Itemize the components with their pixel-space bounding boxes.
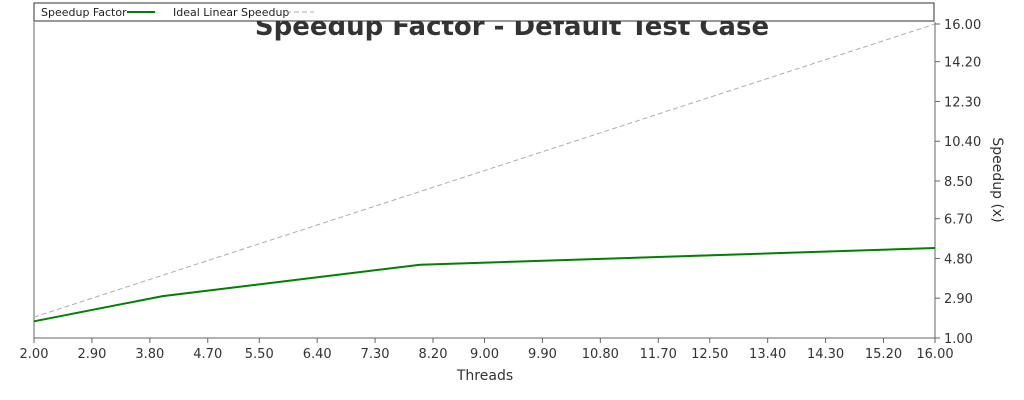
x-tick-label: 12.50 (691, 347, 728, 362)
x-tick-label: 8.20 (419, 347, 448, 362)
x-tick-label: 3.80 (135, 347, 164, 362)
y-tick-label: 4.80 (944, 252, 973, 267)
legend-box (33, 2, 935, 22)
x-tick-label: 13.40 (749, 347, 786, 362)
x-tick-label: 2.90 (77, 347, 106, 362)
x-tick-label: 4.70 (193, 347, 222, 362)
x-tick-label: 5.50 (245, 347, 274, 362)
series-line-speedup-factor (33, 247, 936, 323)
x-tick-label: 2.00 (20, 347, 49, 362)
y-tick-label: 14.20 (944, 56, 981, 71)
y-tick-label: 12.30 (944, 95, 981, 110)
series-line-ideal-linear-speedup (33, 23, 936, 318)
x-tick-label: 14.30 (807, 347, 844, 362)
y-axis-title: Speedup (x) (989, 137, 1005, 222)
legend-label-speedup-factor: Speedup Factor (41, 6, 127, 19)
x-tick-label: 10.80 (582, 347, 619, 362)
y-ticks: 1.00 2.90 4.80 6.70 8.50 10.40 12.30 14.20 16.00 (935, 18, 981, 347)
y-tick-label: 10.40 (944, 135, 981, 150)
y-tick-label: 1.00 (944, 332, 973, 347)
x-tick-label: 7.30 (361, 347, 390, 362)
y-tick-label: 2.90 (944, 292, 973, 307)
x-ticks: 2.00 2.90 3.80 4.70 5.50 6.40 7.30 8.20 9.00 9.90… (20, 338, 954, 362)
x-tick-label: 9.90 (528, 347, 557, 362)
y-tick-label: 16.00 (944, 18, 981, 33)
y-tick-label: 8.50 (944, 175, 973, 190)
legend-label-ideal-linear-speedup: Ideal Linear Speedup (173, 6, 289, 19)
x-tick-label: 11.70 (640, 347, 677, 362)
series-lines (33, 23, 936, 323)
x-tick-label: 6.40 (303, 347, 332, 362)
x-tick-label: 16.00 (916, 347, 953, 362)
legend: Speedup Factor Ideal Linear Speedup (33, 2, 935, 22)
x-tick-label: 15.20 (865, 347, 902, 362)
x-axis-title: Threads (456, 368, 513, 384)
x-tick-label: 9.00 (470, 347, 499, 362)
y-tick-label: 6.70 (944, 213, 973, 228)
